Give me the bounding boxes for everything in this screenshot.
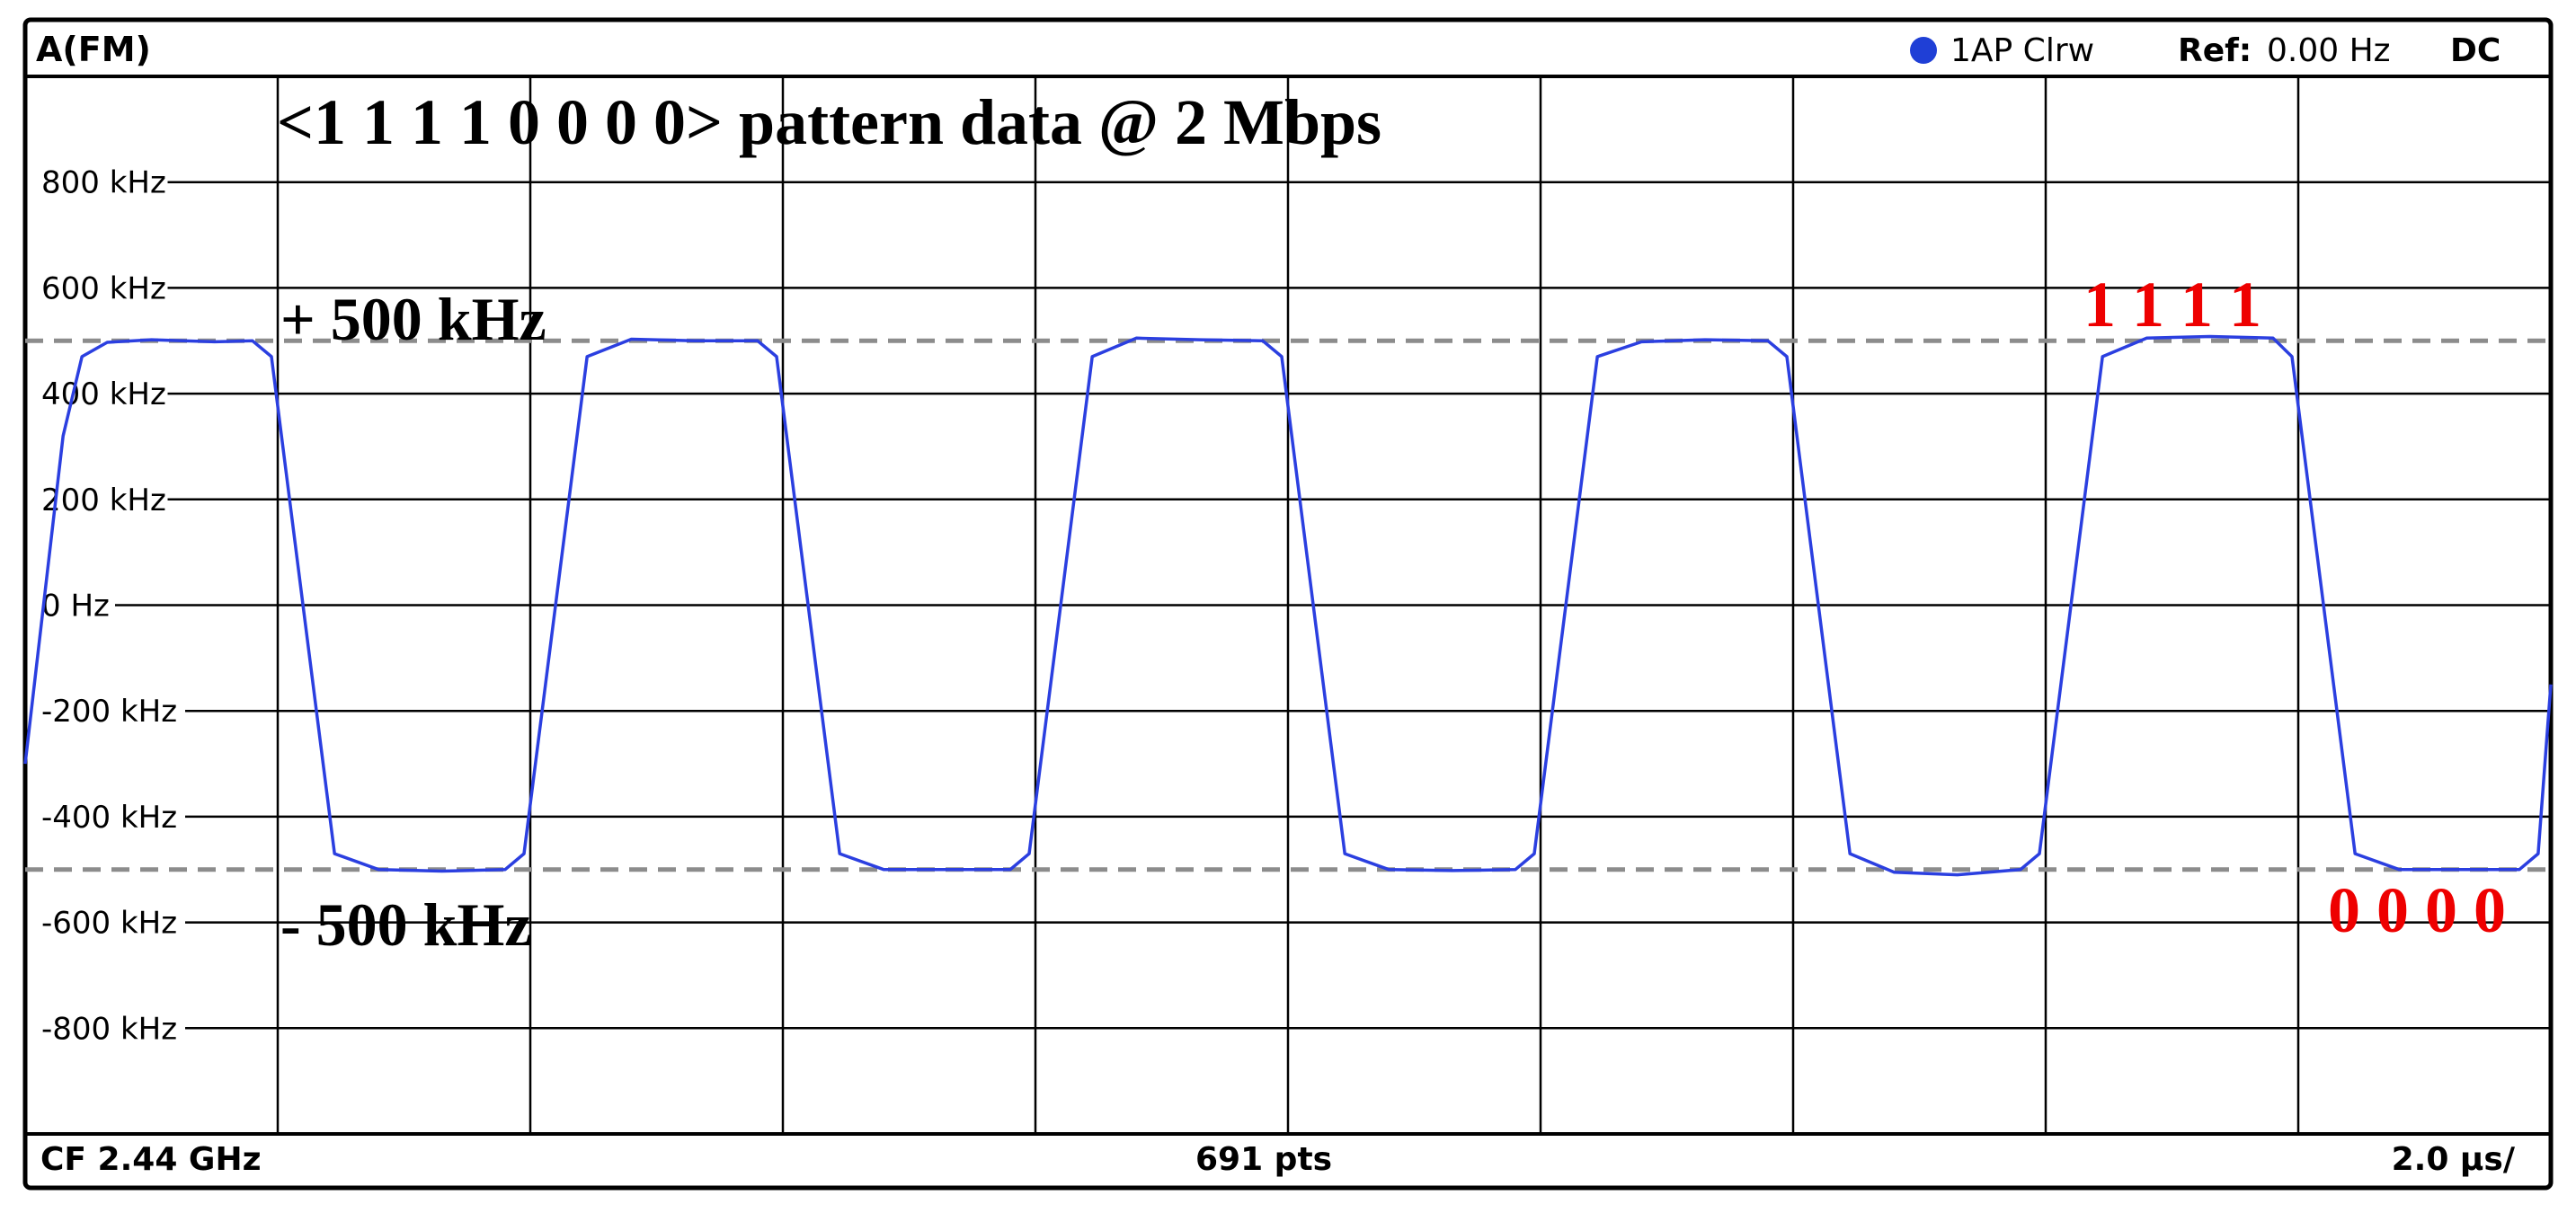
coupling-indicator: DC bbox=[2450, 32, 2500, 69]
trace-info: 1AP Clrw bbox=[1950, 32, 2094, 69]
ref-value: 0.00 Hz bbox=[2267, 32, 2391, 69]
pattern-title: <1 1 1 1 0 0 0 0> pattern data @ 2 Mbps bbox=[277, 86, 1381, 158]
y-tick-label: -400 kHz bbox=[41, 800, 177, 836]
grid bbox=[115, 76, 2551, 1134]
y-tick-labels: 800 kHz 600 kHz 400 kHz 200 kHz 0 Hz -200 kHz… bbox=[41, 165, 177, 1048]
ref-label: Ref: bbox=[2178, 32, 2252, 69]
y-tick-label: 200 kHz bbox=[41, 483, 166, 518]
y-tick-label: -800 kHz bbox=[41, 1011, 177, 1047]
reference-lines bbox=[25, 338, 2551, 872]
point-count: 691 pts bbox=[1195, 1141, 1332, 1178]
fm-trace-line bbox=[23, 334, 2553, 877]
plot-area: 800 kHz 600 kHz 400 kHz 200 kHz 0 Hz -200 kHz… bbox=[23, 76, 2553, 1134]
zeros-bit-label: 0 0 0 0 bbox=[2328, 874, 2506, 946]
ones-bit-label: 1 1 1 1 bbox=[2083, 269, 2261, 341]
minus-500-label: - 500 kHz bbox=[280, 890, 532, 959]
time-per-division: 2.0 μs/ bbox=[2392, 1141, 2516, 1178]
trace-indicator-dot-icon bbox=[1910, 37, 1937, 64]
y-tick-label: -200 kHz bbox=[41, 694, 177, 730]
y-tick-label: 800 kHz bbox=[41, 165, 166, 201]
center-frequency: CF 2.44 GHz bbox=[40, 1141, 262, 1178]
y-tick-label: -600 kHz bbox=[41, 906, 177, 942]
y-tick-label: 0 Hz bbox=[41, 589, 110, 624]
y-tick-label: 400 kHz bbox=[41, 376, 166, 412]
y-tick-label: 600 kHz bbox=[41, 270, 166, 306]
trace-title: A(FM) bbox=[36, 30, 151, 69]
plus-500-label: + 500 kHz bbox=[280, 285, 546, 353]
